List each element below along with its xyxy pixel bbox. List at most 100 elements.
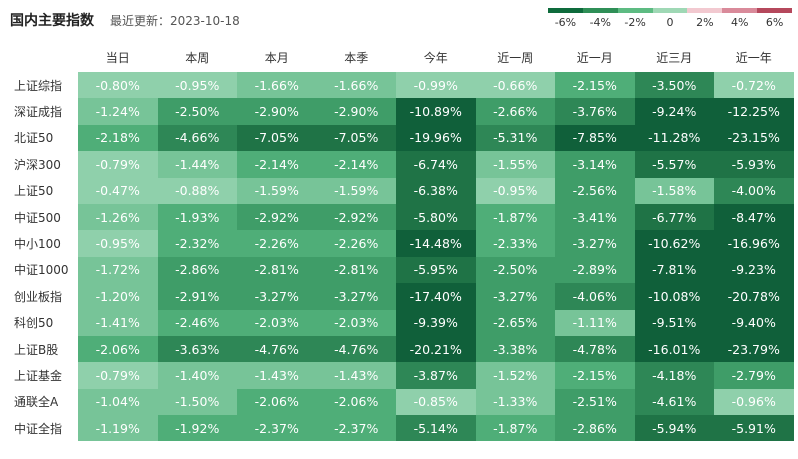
legend-labels: -6% -4% -2% 0 2% 4% 6% (548, 16, 792, 30)
heatmap-cell: -20.21% (396, 335, 476, 363)
heatmap-cell: -2.92% (316, 203, 396, 231)
heatmap-cell: -7.85% (555, 124, 635, 152)
legend-label: 2% (696, 16, 714, 29)
heatmap-cell: -5.31% (475, 124, 555, 152)
heatmap-cell: -0.95% (157, 72, 237, 99)
heatmap-cell: -4.18% (634, 362, 714, 389)
heatmap-cell: -1.33% (475, 388, 555, 416)
heatmap-cell: -2.92% (237, 203, 317, 231)
heatmap-cell: -0.95% (475, 177, 555, 204)
heatmap-cell: -9.24% (634, 98, 714, 125)
heatmap-cell: -2.91% (157, 283, 237, 310)
row-label: 上证B股 (8, 335, 78, 363)
table-row: 中证全指 -1.19% -1.92% -2.37% -2.37% -5.14% -1.87%… (8, 415, 794, 442)
heatmap-cell: -2.50% (157, 98, 237, 125)
heatmap-cell: -3.14% (555, 151, 635, 178)
legend-swatch (617, 8, 653, 13)
heatmap-cell: -1.52% (475, 362, 555, 389)
heatmap-cell: -2.81% (237, 256, 317, 284)
header-corner (8, 42, 78, 72)
row-label: 上证综指 (8, 72, 78, 99)
heatmap-cell: -1.20% (78, 283, 158, 310)
heatmap-cell: -1.59% (316, 177, 396, 204)
legend-swatch (582, 8, 618, 13)
heatmap-cell: -0.85% (396, 388, 476, 416)
heatmap-cell: -16.01% (634, 335, 714, 363)
heatmap-cell: -1.87% (475, 415, 555, 442)
heatmap-cell: -2.03% (237, 309, 317, 336)
heatmap-cell: -1.87% (475, 203, 555, 231)
heatmap-cell: -23.79% (714, 335, 794, 363)
row-label: 中证500 (8, 203, 78, 231)
heatmap-cell: -2.06% (237, 388, 317, 416)
heatmap-cell: -3.27% (237, 283, 317, 310)
heatmap-cell: -6.77% (634, 203, 714, 231)
heatmap-cell: -1.19% (78, 415, 158, 442)
heatmap-cell: -5.93% (714, 151, 794, 178)
row-label: 通联全A (8, 388, 78, 416)
heatmap-cell: -2.06% (78, 335, 158, 363)
heatmap-cell: -3.63% (157, 335, 237, 363)
heatmap-cell: -3.27% (475, 283, 555, 310)
column-header: 本月 (264, 50, 289, 65)
heatmap-cell: -20.78% (714, 283, 794, 310)
table-row: 上证B股 -2.06% -3.63% -4.76% -4.76% -20.21% -3.38… (8, 335, 794, 363)
heatmap-cell: -0.79% (78, 362, 158, 389)
heatmap-cell: -0.99% (396, 72, 476, 99)
heatmap-cell: -4.00% (714, 177, 794, 204)
heatmap-cell: -3.27% (316, 283, 396, 310)
table-row: 北证50 -2.18% -4.66% -7.05% -7.05% -19.96% -5.31… (8, 124, 794, 152)
heatmap-cell: -0.66% (475, 72, 555, 99)
heatmap-cell: -2.86% (555, 415, 635, 442)
heatmap-cell: -1.43% (237, 362, 317, 389)
row-label: 上证基金 (8, 362, 78, 389)
heatmap-cell: -6.74% (396, 151, 476, 178)
column-header: 近一周 (497, 50, 534, 65)
heatmap-cell: -2.66% (475, 98, 555, 125)
heatmap-cell: -4.66% (157, 124, 237, 152)
heatmap-cell: -7.81% (634, 256, 714, 284)
heatmap-cell: -4.61% (634, 388, 714, 416)
heatmap-cell: -5.94% (634, 415, 714, 442)
heatmap-cell: -4.76% (316, 335, 396, 363)
heatmap-cell: -2.15% (555, 362, 635, 389)
heatmap-cell: -0.88% (157, 177, 237, 204)
heatmap-cell: -9.40% (714, 309, 794, 336)
row-label: 创业板指 (8, 283, 78, 310)
heatmap-cell: -1.41% (78, 309, 158, 336)
heatmap-cell: -3.38% (475, 335, 555, 363)
heatmap-cell: -2.06% (316, 388, 396, 416)
column-header: 近一年 (735, 50, 772, 65)
heatmap-cell: -5.80% (396, 203, 476, 231)
row-label: 中小100 (8, 230, 78, 257)
legend-label: -2% (624, 16, 646, 29)
heatmap-cell: -7.05% (237, 124, 317, 152)
heatmap-cell: -5.95% (396, 256, 476, 284)
heatmap-cell: -1.66% (237, 72, 317, 99)
heatmap-cell: -1.66% (316, 72, 396, 99)
column-header: 本季 (344, 50, 369, 65)
heatmap-cell: -0.47% (78, 177, 158, 204)
heatmap-cell: -2.37% (237, 415, 317, 442)
heatmap-cell: -2.03% (316, 309, 396, 336)
heatmap-cell: -0.80% (78, 72, 158, 99)
legend-label: -4% (589, 16, 611, 29)
legend-swatch (722, 8, 758, 13)
column-header-row: 当日 本周 本月 本季 今年 近一周 近一月 近三月 近一年 (8, 42, 794, 72)
heatmap-cell: -1.26% (78, 203, 158, 231)
heatmap-cell: -1.92% (157, 415, 237, 442)
heatmap-cell: -3.76% (555, 98, 635, 125)
heatmap-cell: -2.50% (475, 256, 555, 284)
table-row: 中证1000 -1.72% -2.86% -2.81% -2.81% -5.95% -2.5… (8, 256, 794, 284)
heatmap-cell: -2.51% (555, 388, 635, 416)
table-row: 上证基金 -0.79% -1.40% -1.43% -1.43% -3.87% -1.52%… (8, 362, 794, 389)
heatmap-cell: -2.18% (78, 124, 158, 152)
table-row: 科创50 -1.41% -2.46% -2.03% -2.03% -9.39% -2.65%… (8, 309, 794, 336)
column-header: 近一月 (576, 50, 613, 65)
heatmap-cell: -6.38% (396, 177, 476, 204)
legend-swatch (757, 8, 793, 13)
heatmap-cell: -1.40% (157, 362, 237, 389)
heatmap-cell: -2.46% (157, 309, 237, 336)
legend-label: 4% (730, 16, 749, 29)
heatmap-cell: -17.40% (396, 283, 476, 310)
